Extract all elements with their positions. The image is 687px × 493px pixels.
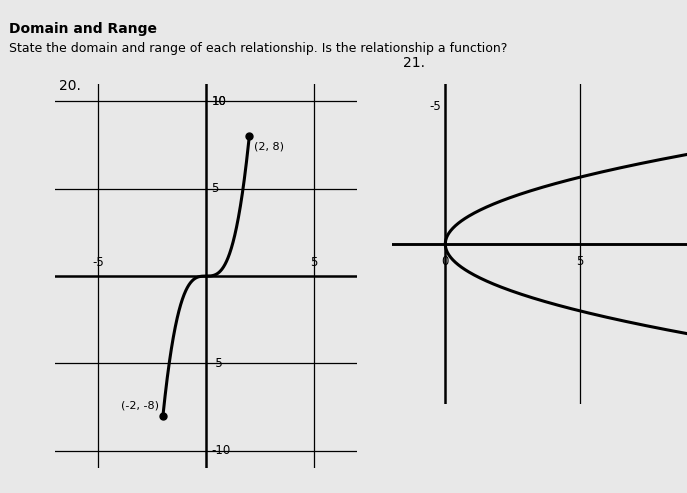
Text: 5: 5 [212, 182, 219, 195]
Text: 0: 0 [442, 255, 449, 268]
Text: 10: 10 [212, 95, 227, 108]
Text: (2, 8): (2, 8) [254, 141, 284, 151]
Text: -5: -5 [429, 100, 441, 113]
Text: 10: 10 [212, 95, 227, 108]
Text: 21.: 21. [403, 56, 425, 70]
Text: -5: -5 [92, 256, 104, 269]
Text: -10: -10 [212, 444, 231, 458]
Text: (-2, -8): (-2, -8) [121, 401, 159, 411]
Text: -5: -5 [212, 357, 223, 370]
Text: 20.: 20. [59, 78, 81, 93]
Text: State the domain and range of each relationship. Is the relationship a function?: State the domain and range of each relat… [9, 42, 507, 55]
Text: Domain and Range: Domain and Range [9, 22, 157, 36]
Text: 5: 5 [576, 255, 583, 268]
Text: 5: 5 [311, 256, 318, 269]
